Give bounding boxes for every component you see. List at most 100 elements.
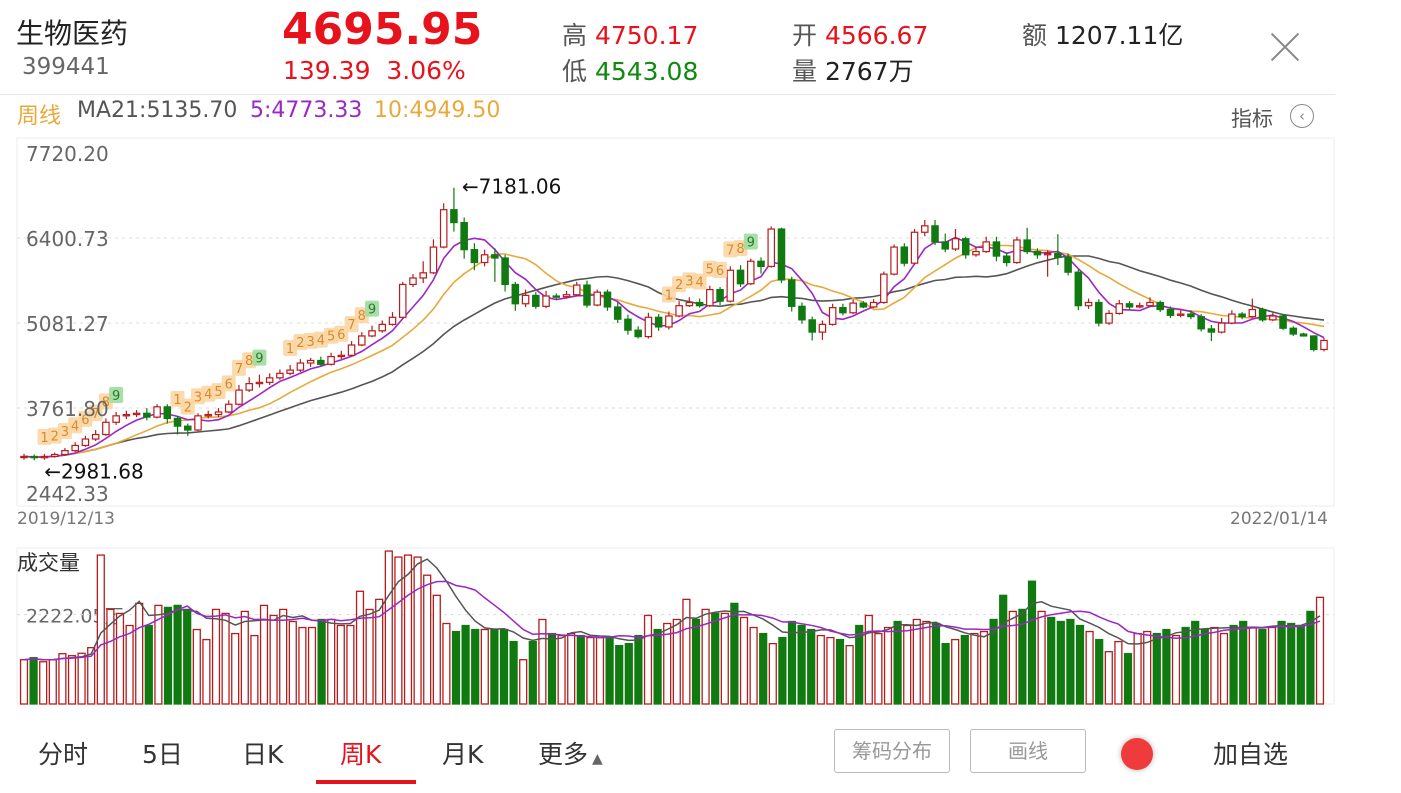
volume-bar-up <box>115 612 125 705</box>
candle-down <box>1299 333 1308 337</box>
candle-up <box>685 301 694 307</box>
td-tag-label: 8 <box>245 354 253 369</box>
volume-title: 成交量 <box>17 551 80 575</box>
volume-bar-up <box>288 620 297 705</box>
candle-down <box>941 241 950 250</box>
candle-down <box>787 279 796 307</box>
tab-intraday[interactable]: 分时 <box>38 740 89 769</box>
price-panel-border <box>16 137 1335 507</box>
td-tag-bg <box>88 405 103 422</box>
volume-bar-down <box>1162 628 1171 705</box>
candle-up <box>153 406 161 418</box>
volume-bar-up <box>375 598 384 705</box>
candle-down <box>1309 335 1318 351</box>
candle-up <box>572 284 581 296</box>
candle-up <box>767 228 776 267</box>
tab-5day[interactable]: 5日 <box>142 740 183 769</box>
volume-bar-down <box>1056 620 1065 705</box>
volume-bar-down <box>605 636 614 705</box>
candle-up <box>102 421 110 436</box>
td-tag-bg <box>109 386 124 403</box>
volume-bar-up <box>826 636 835 705</box>
volume-bar-up <box>442 622 451 705</box>
td-tag-label: 1 <box>286 342 294 357</box>
volume-bar-down <box>960 634 969 705</box>
candle-up <box>951 238 960 250</box>
candle-up <box>675 305 683 317</box>
candle-up <box>1115 303 1124 315</box>
tab-more[interactable]: 更多 ▲ <box>538 735 603 771</box>
candle-down <box>757 260 765 267</box>
volume-bar-down <box>1229 624 1238 705</box>
candle-down <box>470 249 479 264</box>
volume-bar-up <box>250 634 259 705</box>
draw-line-button[interactable]: 画线 <box>970 729 1086 773</box>
td-tag-bg <box>221 375 236 392</box>
period-label[interactable]: 周线 <box>17 104 62 129</box>
record-icon[interactable] <box>1121 738 1153 770</box>
candle-down <box>992 241 1001 257</box>
candle-down <box>501 257 509 286</box>
tab-daily-k[interactable]: 日K <box>242 740 284 769</box>
volume-bar-down <box>509 640 518 705</box>
ma10-line <box>23 243 1325 458</box>
candle-up <box>726 269 735 302</box>
candle-down <box>532 294 540 307</box>
change-percent: 3.06% <box>386 56 466 85</box>
candle-down <box>583 284 591 306</box>
candle-up <box>849 302 857 314</box>
volume-bar-up <box>903 624 912 705</box>
min-price-label: ←2981.68 <box>44 459 143 483</box>
candle-up <box>61 450 69 456</box>
chevron-left-circle-icon[interactable]: ‹ <box>1290 104 1314 128</box>
candle-down <box>511 283 520 305</box>
tab-monthly-k[interactable]: 月K <box>442 740 484 769</box>
volume-value: 2767万 <box>824 57 914 86</box>
candle-up <box>921 225 929 233</box>
open-label: 开 <box>792 21 818 50</box>
candle-up <box>235 389 243 405</box>
amount-label: 额 <box>1022 21 1048 50</box>
volume-bar-up <box>269 614 278 705</box>
td-tag-label: 7 <box>235 362 243 377</box>
volume-bar-down <box>807 628 816 705</box>
candle-up <box>306 359 315 364</box>
volume-bar-up <box>106 608 115 705</box>
volume-ma10-line <box>23 580 1321 661</box>
candle-up <box>91 433 100 440</box>
indicator-button[interactable]: 指标 <box>1231 107 1273 131</box>
volume-bar-up <box>298 626 307 705</box>
volume-bar-up <box>864 614 873 705</box>
tab-weekly-k[interactable]: 周K <box>340 740 382 769</box>
volume-bar-up <box>557 634 566 705</box>
candle-down <box>859 302 868 308</box>
volume-bar-down <box>1287 622 1296 705</box>
candle-up <box>910 231 919 264</box>
td-tag-label: 3 <box>306 335 314 350</box>
price-change: 139.39 3.06% <box>283 56 466 85</box>
volume-bar-up <box>259 604 269 705</box>
candle-up <box>337 354 346 358</box>
candle-down <box>654 316 663 328</box>
candle-down <box>143 412 151 418</box>
candle-down <box>1064 256 1072 273</box>
amount-value: 1207.11亿 <box>1054 21 1184 50</box>
volume-bar-up <box>327 618 336 705</box>
candle-up <box>593 291 602 306</box>
volume-bar-up <box>1008 610 1017 705</box>
chip-distribution-button[interactable]: 筹码分布 <box>834 729 950 773</box>
add-watchlist-button[interactable]: 加自选 <box>1213 740 1289 769</box>
price-tick-label: 5081.27 <box>26 312 109 336</box>
open-value: 4566.67 <box>824 21 929 50</box>
volume-bar-up <box>586 636 595 705</box>
candle-up <box>50 453 59 458</box>
volume-bar-up <box>58 653 67 705</box>
volume-bar-down <box>787 620 797 705</box>
candle-up <box>480 254 489 264</box>
volume-bar-up <box>519 659 528 705</box>
candle-down <box>839 307 847 314</box>
candle-down <box>1197 316 1205 330</box>
candle-up <box>982 241 990 253</box>
candle-up <box>419 272 427 279</box>
